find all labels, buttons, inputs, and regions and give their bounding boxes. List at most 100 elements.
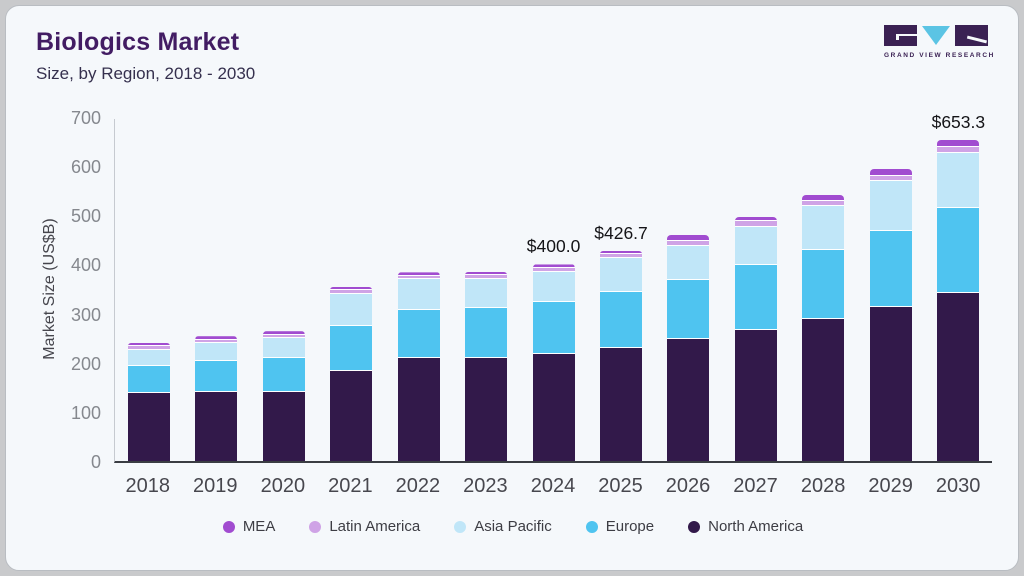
legend-swatch-icon — [585, 520, 598, 533]
x-tick-label-2022: 2022 — [395, 475, 441, 497]
bar-segment-north-america — [600, 347, 643, 461]
legend-label: MEA — [242, 518, 276, 535]
x-tick-label-2025: 2025 — [598, 475, 643, 497]
bar-stack — [734, 216, 777, 461]
bar-segment-europe — [127, 366, 170, 394]
bar-segment-latin-america — [869, 175, 912, 182]
gvr-logo-marks — [884, 24, 988, 46]
bar-stack — [600, 250, 643, 461]
bar-group-2023 — [452, 119, 519, 461]
bar-segment-north-america — [397, 358, 440, 461]
bar-segment-asia-pacific — [734, 227, 777, 265]
y-tick-label: 700 — [70, 108, 101, 128]
bar-group-2019 — [182, 119, 249, 461]
legend-label: North America — [708, 518, 804, 535]
chart-card: Biologics Market Size, by Region, 2018 -… — [5, 5, 1019, 571]
legend-item-north-america: North America — [688, 518, 803, 535]
bar-segment-latin-america — [127, 346, 170, 350]
bar-segment-mea — [465, 271, 508, 276]
bar-total-label: $653.3 — [931, 111, 986, 132]
bar-segment-latin-america — [195, 339, 238, 344]
bar-segment-north-america — [195, 391, 238, 461]
bar-group-2029 — [857, 119, 924, 461]
bar-segment-asia-pacific — [330, 293, 373, 327]
bar-group-2025: $426.7 — [587, 119, 654, 461]
legend-item-asia-pacific: Asia Pacific — [454, 518, 552, 535]
y-tick-label: 100 — [70, 402, 101, 423]
bar-segment-europe — [465, 308, 508, 359]
bar-stack — [195, 336, 238, 461]
bar-stack — [937, 140, 980, 461]
bar-segment-asia-pacific — [667, 246, 710, 280]
y-tick-label: 300 — [70, 304, 101, 325]
bar-segment-latin-america — [330, 290, 373, 294]
legend-item-mea: MEA — [222, 518, 276, 535]
bar-stack — [330, 286, 373, 461]
logo-letter-v-icon — [922, 25, 950, 45]
bar-segment-latin-america — [802, 200, 845, 207]
bar-segment-north-america — [937, 292, 980, 461]
legend-swatch-icon — [309, 520, 322, 533]
bar-group-2022 — [385, 119, 452, 461]
bar-segment-europe — [937, 208, 980, 293]
gvr-logo: GRAND VIEW RESEARCH — [884, 24, 993, 59]
bar-total-label: $400.0 — [526, 236, 581, 257]
bar-segment-latin-america — [465, 275, 508, 279]
x-tick-label-2019: 2019 — [193, 475, 238, 497]
bar-segment-north-america — [802, 319, 845, 461]
bar-segment-asia-pacific — [397, 279, 440, 310]
bar-segment-north-america — [465, 358, 508, 461]
x-tick-label-2021: 2021 — [328, 475, 373, 497]
bar-segment-asia-pacific — [127, 349, 170, 367]
page-subtitle: Size, by Region, 2018 - 2030 — [36, 64, 256, 83]
bar-group-2024: $400.0 — [520, 119, 587, 461]
bar-segment-mea — [195, 336, 238, 340]
bar-stack — [465, 271, 508, 461]
bar-segment-asia-pacific — [195, 343, 238, 361]
bar-segment-asia-pacific — [532, 272, 575, 303]
bar-segment-north-america — [869, 306, 912, 461]
bar-group-2027 — [722, 119, 789, 461]
bar-segment-mea — [802, 195, 845, 201]
bar-group-2018 — [115, 119, 182, 461]
bar-segment-latin-america — [397, 275, 440, 280]
x-tick-label-2018: 2018 — [125, 475, 171, 497]
legend-label: Europe — [605, 518, 655, 535]
y-tick-label: 600 — [70, 157, 101, 178]
bar-segment-mea — [600, 250, 643, 255]
bar-group-2020 — [250, 119, 317, 461]
bar-segment-europe — [195, 360, 238, 392]
legend: MEA Latin America Asia Pacific Europe North … — [6, 518, 1018, 535]
bar-group-2028 — [790, 119, 857, 461]
bar-segment-mea — [734, 216, 777, 222]
bars-container: $400.0 $426.7 $653.3 — [115, 112, 992, 461]
legend-swatch-icon — [222, 520, 235, 533]
bar-segment-north-america — [532, 353, 575, 461]
bar-segment-mea — [262, 331, 305, 335]
bar-stack — [262, 331, 305, 461]
bar-segment-mea — [937, 140, 980, 148]
x-axis-labels: 2018 2019 2020 2021 2022 2023 2024 2025 2026 2027… — [114, 475, 992, 498]
legend-label: Asia Pacific — [474, 518, 552, 535]
bar-segment-europe — [330, 326, 373, 371]
bar-stack — [802, 195, 845, 461]
bar-segment-latin-america — [262, 334, 305, 339]
bar-segment-europe — [600, 291, 643, 348]
bar-segment-mea — [869, 169, 912, 176]
bar-segment-north-america — [734, 329, 777, 461]
bar-segment-asia-pacific — [869, 181, 912, 232]
bar-segment-europe — [802, 249, 845, 320]
bar-segment-europe — [734, 264, 777, 330]
y-tick-label: 0 — [90, 452, 101, 472]
legend-swatch-icon — [454, 520, 467, 533]
bar-segment-latin-america — [600, 254, 643, 258]
bar-segment-asia-pacific — [600, 257, 643, 292]
bar-group-2026 — [655, 119, 722, 461]
bar-stack — [532, 264, 575, 461]
y-axis-ticks: 0 100 200 300 400 500 600 700 — [6, 108, 101, 472]
bar-stack — [869, 169, 912, 461]
legend-swatch-icon — [688, 520, 701, 533]
bar-segment-europe — [667, 279, 710, 340]
x-tick-label-2028: 2028 — [800, 475, 846, 497]
bar-segment-asia-pacific — [465, 278, 508, 309]
